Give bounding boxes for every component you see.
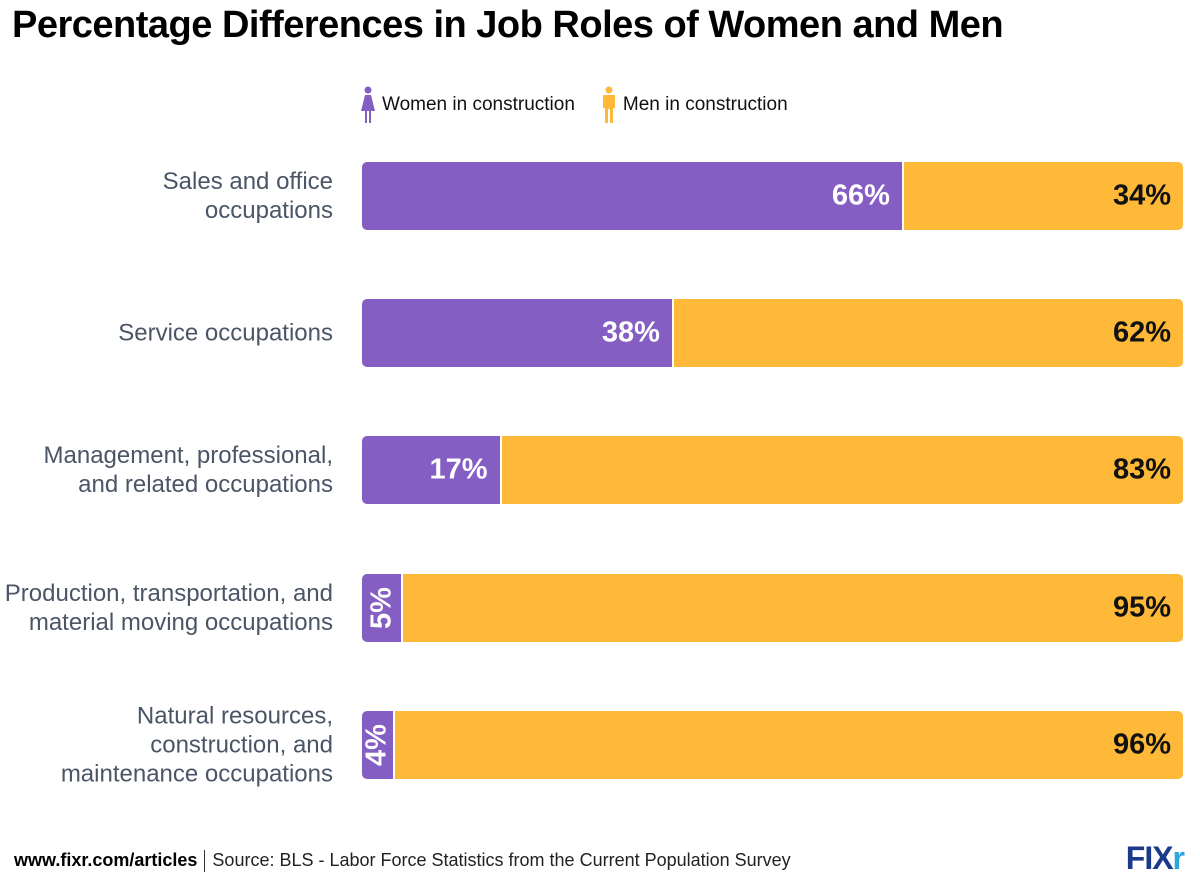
data-label: 62% [1112, 316, 1171, 349]
man-icon [602, 86, 615, 123]
data-label: 38% [601, 316, 660, 349]
stacked-bar: 38% 62% [362, 299, 1183, 367]
data-label: 17% [429, 453, 488, 486]
bar-men: 95% [403, 574, 1183, 642]
woman-icon [361, 86, 375, 123]
data-label: 34% [1112, 179, 1171, 212]
category-label: Natural resources, construction, and mai… [60, 702, 333, 788]
stacked-bar: 17% 83% [362, 436, 1183, 504]
category-label: Service occupations [118, 319, 333, 347]
bar-men: 34% [903, 162, 1183, 230]
data-label: 95% [1112, 591, 1171, 624]
bar-men: 96% [394, 711, 1183, 779]
data-label: 66% [831, 179, 890, 212]
footer-url[interactable]: www.fixr.com/articles [14, 850, 198, 870]
footer-divider [204, 850, 206, 873]
bar-row: Production, transportation, and material… [0, 574, 1200, 642]
chart-title: Percentage Differences in Job Roles of W… [12, 4, 1004, 46]
bar-women: 17% [362, 436, 502, 504]
legend-label-women: Women in construction [382, 94, 575, 115]
legend-item-women: Women in construction [360, 86, 575, 124]
category-label: Management, professional, and related oc… [43, 442, 334, 498]
category-label: Production, transportation, and material… [4, 580, 333, 636]
footer: www.fixr.com/articles Source: BLS - Labor… [14, 850, 791, 873]
data-label: 96% [1112, 728, 1171, 761]
bar-women: 38% [362, 299, 674, 367]
legend-item-men: Men in construction [601, 86, 788, 124]
category-label: Sales and office occupations [162, 168, 333, 224]
bar-row: Management, professional, and related oc… [0, 436, 1200, 504]
legend-label-men: Men in construction [622, 94, 788, 115]
data-label: 5% [365, 587, 398, 629]
bar-men: 62% [673, 299, 1183, 367]
bar-row: Natural resources, construction, and mai… [0, 703, 1200, 788]
footer-source: Source: BLS - Labor Force Statistics fro… [212, 850, 791, 870]
bar-women: 4% [362, 711, 395, 779]
bar-row: Service occupations 38% 62% [0, 299, 1200, 367]
data-label: 83% [1112, 453, 1171, 486]
bar-women: 66% [362, 162, 904, 230]
stacked-bar: 4% 96% [362, 711, 1183, 779]
bar-row: Sales and office occupations 66% 34% [0, 162, 1200, 230]
bar-women: 5% [362, 574, 404, 642]
stacked-bar: 66% 34% [362, 162, 1183, 230]
data-label: 4% [362, 724, 393, 766]
bar-men: 83% [501, 436, 1183, 504]
stacked-bar: 5% 95% [362, 574, 1183, 642]
fixr-logo: FIXr [1125, 840, 1185, 876]
legend: Women in construction Men in constructio… [360, 86, 814, 124]
